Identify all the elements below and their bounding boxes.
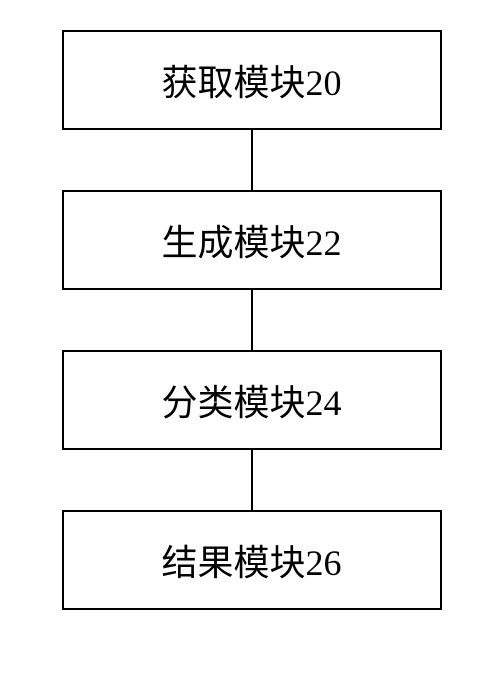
flow-node-0: 获取模块20	[62, 30, 442, 130]
flowchart-container: 获取模块20 生成模块22 分类模块24 结果模块26	[62, 30, 442, 610]
flow-node-1: 生成模块22	[62, 190, 442, 290]
flow-connector-1	[251, 290, 253, 350]
flow-node-0-label: 获取模块20	[161, 54, 341, 106]
flow-connector-2	[251, 450, 253, 510]
flow-node-1-label: 生成模块22	[161, 214, 341, 266]
flow-connector-0	[251, 130, 253, 190]
flow-node-3: 结果模块26	[62, 510, 442, 610]
flow-node-2: 分类模块24	[62, 350, 442, 450]
flow-node-2-label: 分类模块24	[161, 374, 341, 426]
flow-node-3-label: 结果模块26	[161, 534, 341, 586]
